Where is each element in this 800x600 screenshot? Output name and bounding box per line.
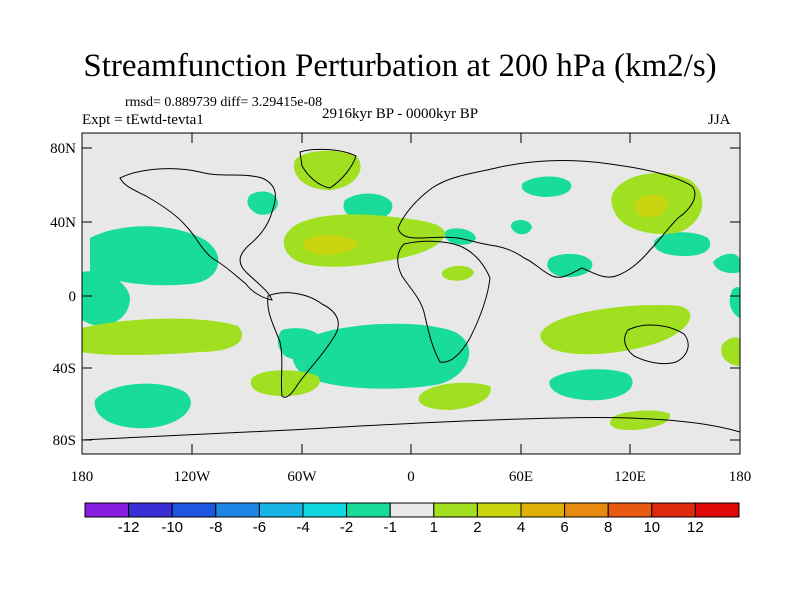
colorbar-swatch: [476, 502, 522, 518]
colorbar-swatch: [564, 502, 609, 518]
contour-neg-canada: [247, 191, 278, 215]
colorbar-swatch: [302, 502, 348, 518]
colorbar-label: 12: [687, 519, 704, 536]
colorbar-swatch: [215, 502, 260, 518]
colorbar-swatch: [258, 502, 304, 518]
experiment-label: Expt = tEwtd-tevta1: [82, 112, 204, 128]
contour-pos-argentina: [250, 370, 320, 396]
coast-south-america: [267, 292, 339, 398]
lon-label-60e: 60E: [509, 469, 533, 485]
colorbar-label: -8: [209, 519, 222, 536]
lon-label-60w: 60W: [287, 469, 317, 485]
colorbar-swatch: [651, 502, 696, 518]
colorbar-label: -2: [340, 519, 353, 536]
contour-neg-north-atlantic: [343, 193, 393, 221]
contour-pos-south-pacific-west: [82, 318, 243, 355]
lon-label-180e: 180: [729, 469, 752, 485]
contour-pos-south-indian: [418, 382, 491, 410]
colorbar-swatch: [694, 502, 740, 518]
contour-neg-siberia: [521, 176, 572, 197]
contour-neg-date-line-north: [713, 253, 740, 274]
stats-text: rmsd= 0.889739 diff= 3.29415e-08: [125, 95, 323, 110]
contour-neg-south-pacific: [94, 383, 191, 429]
colorbar-swatch: [607, 502, 653, 518]
contour-neg-india: [547, 253, 593, 278]
contour-neg-east-pacific: [82, 271, 130, 326]
axis-ticks: [81, 133, 741, 454]
colorbar-swatch: [128, 502, 173, 518]
colorbar-label: -12: [118, 519, 140, 536]
coast-africa: [397, 240, 491, 363]
colorbar-swatch: [346, 502, 391, 518]
coast-europe-asia: [397, 160, 696, 278]
lat-label-80s: 80S: [53, 433, 76, 449]
lat-label-0: 0: [69, 289, 77, 305]
lon-label-180w: 180: [71, 469, 94, 485]
colorbar-swatch: [84, 502, 130, 518]
colorbar-label: 8: [604, 519, 612, 536]
contour-neg-north-pacific: [90, 226, 219, 286]
colorbar-swatch: [520, 502, 566, 518]
contour-pos-greenland: [294, 150, 361, 190]
colorbar-label: -10: [161, 519, 183, 536]
colorbar-swatch: [389, 502, 435, 518]
colorbar-swatch: [171, 502, 217, 518]
coast-antarctica: [82, 417, 740, 441]
colorbar-label: 6: [560, 519, 568, 536]
contour-neg-south-america-pac: [277, 328, 325, 361]
colorbar-label: 10: [643, 519, 660, 536]
coast-australia: [624, 324, 689, 365]
lon-label-120w: 120W: [174, 469, 212, 485]
contour-pos-antarctic-pacific: [610, 410, 671, 430]
contour-neg-north-west-pacific: [654, 232, 711, 256]
colorbar-label: -6: [253, 519, 266, 536]
colorbar: -12 -10 -8 -6 -4 -2 -1 1 2 4 6 8 10 12: [84, 502, 740, 536]
colorbar-label: -1: [384, 519, 397, 536]
contour-pos-africa: [442, 265, 474, 281]
lat-label-80n: 80N: [50, 141, 76, 157]
contour-fill: [82, 148, 740, 441]
plot-title: Streamfunction Perturbation at 200 hPa (…: [83, 48, 717, 84]
lat-label-40s: 40S: [53, 361, 76, 377]
contour-neg-middle-east: [510, 219, 532, 235]
lat-label-40n: 40N: [50, 215, 76, 231]
contour-neg-south-atlantic: [292, 323, 470, 389]
contour-neg-mediterranean: [444, 228, 476, 245]
colorbar-label: 2: [473, 519, 481, 536]
season-label: JJA: [708, 112, 731, 128]
contour-neg-east-edge: [729, 287, 740, 318]
colorbar-label: 1: [430, 519, 438, 536]
contour-pos-north-atlantic-core: [303, 234, 358, 255]
contour-pos-east-edge-south: [721, 337, 740, 366]
period-label: 2916kyr BP - 0000kyr BP: [322, 106, 479, 122]
lon-label-0: 0: [407, 469, 415, 485]
contour-neg-southern-ocean: [549, 369, 633, 401]
colorbar-label: 4: [517, 519, 525, 536]
colorbar-label: -4: [296, 519, 309, 536]
coastlines: [82, 148, 740, 441]
contour-pos-indian-ocean: [540, 304, 691, 355]
lon-label-120e: 120E: [614, 469, 646, 485]
contour-pos-east-asia-core: [633, 194, 668, 218]
colorbar-swatch: [433, 502, 478, 518]
coast-north-america: [119, 168, 276, 301]
coast-greenland: [299, 148, 357, 189]
